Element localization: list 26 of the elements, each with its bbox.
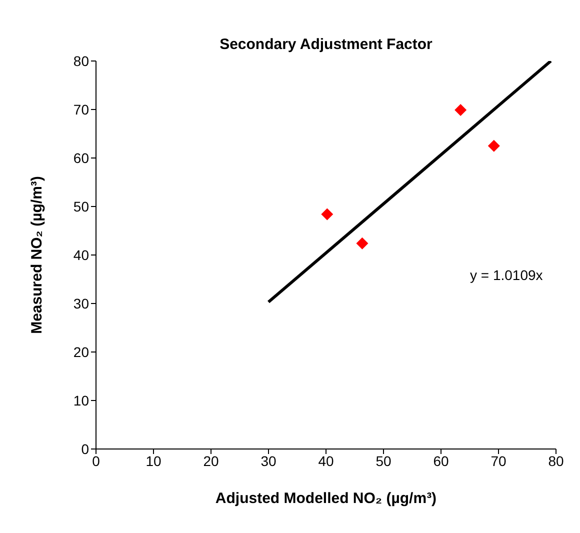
annotation: y = 1.0109x [470,267,543,283]
y-tick-label: 40 [73,246,90,263]
x-axis-title: Adjusted Modelled NO₂ (µg/m³) [215,490,437,507]
y-tick-label: 50 [73,198,90,214]
y-tick-label: 30 [73,295,90,312]
point [356,237,368,250]
y-axis-title: Measured NO₂ (µg/m³) [28,176,46,334]
point [454,104,467,116]
y-tick-label: 80 [73,52,90,69]
x-tick-label: 50 [376,452,392,469]
x-tick-label: 40 [318,452,334,469]
point [488,140,500,152]
x-tick-label: 60 [433,452,449,469]
x-tick-label: 0 [92,452,100,469]
y-tick-label: 10 [73,392,90,408]
y-tick-label: 60 [73,150,90,166]
chart-title: Secondary Adjustment Factor [218,36,434,53]
x-tick-label: 10 [146,452,162,469]
x-tick-label: 20 [203,452,219,469]
x-tick-label: 30 [260,452,276,469]
y-tick-label: 20 [73,344,90,360]
x-tick-label: 80 [548,452,564,469]
y-tick-label: 0 [81,440,90,457]
point [321,208,334,220]
y-tick-label: 70 [73,101,90,118]
x-tick-label: 70 [490,452,506,469]
